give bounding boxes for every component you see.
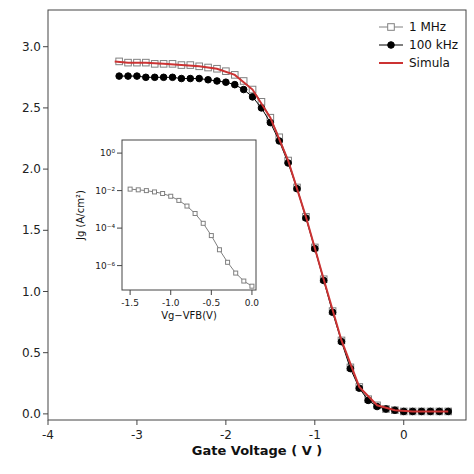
x-tick: [211, 290, 212, 295]
x-tick: [251, 290, 252, 295]
legend-label: 100 kHz: [409, 38, 458, 52]
point: [240, 86, 247, 93]
point: [144, 189, 148, 193]
point: [209, 234, 213, 238]
point: [231, 81, 238, 88]
series-line: [119, 76, 448, 411]
y-tick: [43, 352, 48, 353]
x-tick: [314, 420, 315, 425]
point: [169, 194, 173, 198]
point: [128, 187, 132, 191]
legend: 1 MHz 100 kHz Simula: [379, 20, 458, 70]
point: [250, 284, 254, 288]
y-tick-label: 1.0: [22, 285, 41, 299]
x-tick-label: -4: [42, 428, 54, 442]
y-tick: [43, 46, 48, 47]
x-tick-label: -0.5: [203, 298, 221, 308]
point: [226, 260, 230, 264]
point: [201, 221, 205, 225]
point: [217, 248, 221, 252]
series-line: [130, 189, 252, 286]
data: [115, 58, 452, 415]
inset-plot: -1.5 -1.0 -0.5 0.0 10⁰ 10⁻² 10⁻⁴ 10⁻⁶ Vg−VFB(V) J…: [75, 140, 259, 321]
y-tick-label: 2.5: [22, 101, 41, 115]
y-tick-label: 2.0: [22, 162, 41, 176]
point: [193, 212, 197, 216]
point: [205, 76, 212, 83]
y-tick-label: 10⁻⁶: [95, 261, 115, 271]
point: [234, 271, 238, 275]
point: [185, 204, 189, 208]
point: [169, 74, 176, 81]
x-tick-label: 0: [400, 428, 408, 442]
point: [187, 75, 194, 82]
y-tick: [43, 230, 48, 231]
x-tick: [170, 290, 171, 295]
y-tick-label: 10⁻²: [95, 186, 115, 196]
y-tick-label: 3.0: [22, 40, 41, 54]
x-axis-label: Gate Voltage ( V ): [192, 443, 322, 458]
axes: -1.5 -1.0 -0.5 0.0 10⁰ 10⁻² 10⁻⁴ 10⁻⁶: [95, 148, 259, 308]
series-line: [119, 61, 448, 411]
point: [242, 279, 246, 283]
x-tick-label: -1.5: [121, 298, 139, 308]
legend-label: 1 MHz: [409, 20, 446, 34]
x-tick: [136, 420, 137, 425]
chart: -4 -3 -2 -1 0 0.0 0.5 1.0 1.5 2.0 2.5 3.0 Gate Volta…: [0, 0, 474, 474]
point: [160, 74, 167, 81]
legend-marker: [388, 42, 395, 49]
point: [116, 73, 123, 80]
y-tick-label: 1.5: [22, 223, 41, 237]
plot-frame: [122, 140, 256, 290]
x-tick: [48, 420, 49, 425]
point: [161, 192, 165, 196]
legend-label: Simula: [409, 56, 450, 70]
y-tick: [43, 107, 48, 108]
point: [152, 190, 156, 194]
point: [223, 79, 230, 86]
point: [178, 75, 185, 82]
y-tick-label: 10⁻⁴: [95, 223, 115, 233]
point: [214, 78, 221, 85]
y-axis-label: Jg (A/cm²): [75, 190, 86, 241]
y-tick: [43, 413, 48, 414]
point: [196, 75, 203, 82]
y-tick: [43, 169, 48, 170]
x-axis-label: Vg−VFB(V): [161, 310, 217, 321]
main-plot: -4 -3 -2 -1 0 0.0 0.5 1.0 1.5 2.0 2.5 3.0 Gate Volta…: [22, 10, 466, 458]
x-tick-label: -1: [309, 428, 321, 442]
point: [151, 74, 158, 81]
y-tick: [117, 228, 122, 229]
x-tick-label: -1.0: [162, 298, 180, 308]
plot-background: [122, 140, 256, 290]
y-tick: [117, 153, 122, 154]
y-tick: [117, 190, 122, 191]
point: [143, 74, 150, 81]
plot-background: [48, 10, 466, 420]
x-tick-label: 0.0: [245, 298, 260, 308]
x-tick-label: -2: [220, 428, 232, 442]
point: [136, 188, 140, 192]
y-tick: [117, 265, 122, 266]
plot-frame: [48, 10, 466, 420]
x-tick: [130, 290, 131, 295]
series-line: [115, 61, 449, 411]
point: [125, 73, 132, 80]
y-tick-label: 10⁰: [100, 148, 115, 158]
axes: -4 -3 -2 -1 0 0.0 0.5 1.0 1.5 2.0 2.5 3.0: [22, 40, 408, 442]
x-tick: [225, 420, 226, 425]
page: {"chart_data": [ {"type": "line", "xlabe…: [0, 0, 474, 474]
legend-marker: [388, 24, 395, 31]
legend-handle: [379, 62, 403, 64]
y-tick: [43, 291, 48, 292]
x-tick-label: -3: [131, 428, 143, 442]
y-tick-label: 0.5: [22, 346, 41, 360]
data: [128, 187, 254, 288]
point: [177, 198, 181, 202]
x-tick: [403, 420, 404, 425]
y-tick-label: 0.0: [22, 407, 41, 421]
point: [134, 73, 141, 80]
